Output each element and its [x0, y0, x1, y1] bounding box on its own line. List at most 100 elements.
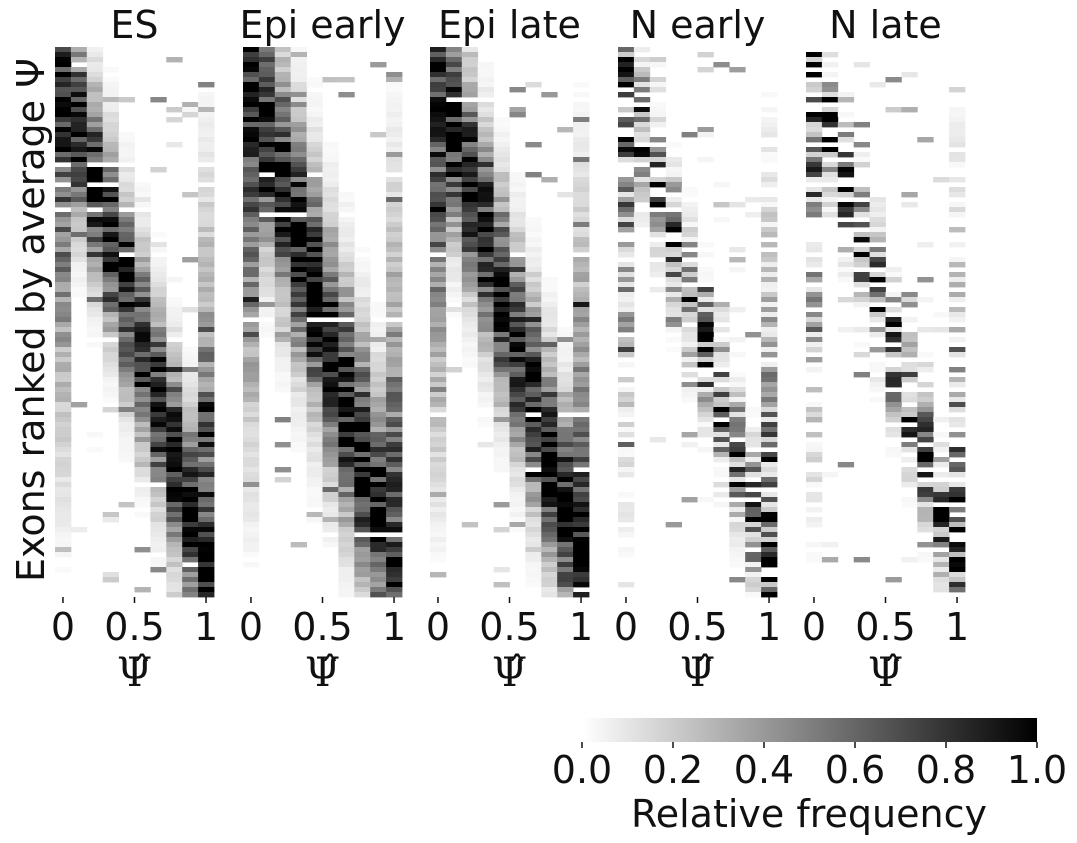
heatmap-cell	[55, 237, 72, 243]
heatmap-cell	[493, 312, 510, 318]
heatmap-cell	[243, 122, 260, 128]
heatmap-cell	[290, 112, 307, 118]
heatmap-cell	[354, 287, 371, 293]
heatmap-cell	[461, 147, 479, 153]
heatmap-cell	[869, 262, 886, 268]
heatmap-cell	[55, 77, 72, 83]
heatmap-cell	[198, 172, 215, 178]
heatmap-cell	[761, 242, 778, 248]
heatmap-cell	[493, 252, 510, 258]
heatmap-cell	[477, 417, 494, 423]
heatmap-cell	[322, 407, 339, 413]
heatmap-cell	[649, 252, 667, 258]
heatmap-cell	[386, 447, 403, 453]
heatmap-cell	[525, 332, 542, 338]
heatmap-cell	[258, 132, 276, 138]
heatmap-cell	[557, 487, 574, 493]
heatmap-cell	[573, 402, 590, 408]
panel-title: ES	[110, 3, 158, 47]
heatmap-cell	[182, 582, 199, 588]
heatmap-cell	[354, 502, 371, 508]
heatmap-cell	[274, 182, 292, 188]
heatmap-cell	[258, 302, 276, 308]
heatmap-cell	[306, 177, 323, 183]
heatmap-cell	[306, 202, 323, 208]
heatmap-cell	[243, 267, 260, 273]
heatmap-cell	[461, 297, 479, 303]
heatmap-cell	[430, 402, 447, 408]
heatmap-cell	[86, 432, 104, 438]
heatmap-cell	[493, 567, 510, 573]
heatmap-cell	[322, 197, 339, 203]
heatmap-cell	[182, 467, 199, 473]
heatmap-cell	[243, 362, 260, 368]
heatmap-cell	[370, 402, 387, 408]
heatmap-cell	[509, 412, 526, 418]
heatmap-cell	[713, 427, 730, 433]
heatmap-cell	[729, 407, 746, 413]
heatmap-cell	[430, 262, 447, 268]
heatmap-cell	[917, 422, 934, 428]
heatmap-cell	[525, 562, 542, 568]
heatmap-cell	[745, 482, 762, 488]
heatmap-cell	[243, 182, 260, 188]
heatmap-cell	[198, 522, 215, 528]
heatmap-cell	[713, 492, 730, 498]
heatmap-cell	[290, 542, 307, 548]
heatmap-cell	[306, 97, 323, 103]
heatmap-cell	[306, 207, 323, 213]
heatmap-cell	[166, 477, 183, 483]
heatmap-cell	[618, 582, 635, 588]
heatmap-cell	[573, 142, 590, 148]
heatmap-cell	[525, 452, 542, 458]
heatmap-cell	[649, 87, 667, 93]
heatmap-cell	[322, 462, 339, 468]
heatmap-cell	[258, 102, 276, 108]
heatmap-cell	[338, 352, 355, 358]
heatmap-cell	[118, 342, 135, 348]
heatmap-cell	[243, 342, 260, 348]
heatmap-cell	[386, 142, 403, 148]
heatmap-cell	[243, 172, 260, 178]
heatmap-cell	[869, 222, 886, 228]
heatmap-cell	[70, 52, 88, 58]
heatmap-cell	[430, 552, 447, 558]
heatmap-cell	[430, 417, 447, 423]
x-axis-label: Ψ̂	[680, 650, 715, 696]
heatmap-cell	[525, 547, 542, 553]
heatmap-cell	[386, 512, 403, 518]
heatmap-cell	[509, 187, 526, 193]
heatmap-cell	[806, 387, 823, 393]
heatmap-cell	[665, 247, 682, 253]
heatmap-cell	[354, 567, 371, 573]
heatmap-cell	[134, 257, 151, 263]
heatmap-cell	[618, 507, 635, 513]
heatmap-cell	[322, 442, 339, 448]
heatmap-cell	[86, 197, 104, 203]
heatmap-cell	[430, 52, 447, 58]
heatmap-cell	[338, 427, 355, 433]
heatmap-cell	[354, 357, 371, 363]
heatmap-cell	[322, 357, 339, 363]
heatmap-cell	[55, 242, 72, 248]
heatmap-cell	[55, 552, 72, 558]
heatmap-cell	[509, 462, 526, 468]
heatmap-cell	[86, 282, 104, 288]
heatmap-cell	[713, 407, 730, 413]
heatmap-cell	[102, 352, 119, 358]
heatmap-cell	[461, 72, 479, 78]
heatmap-cell	[198, 267, 215, 273]
heatmap-cell	[55, 202, 72, 208]
heatmap-cell	[573, 512, 590, 518]
heatmap-cell	[198, 217, 215, 223]
heatmap-cell	[166, 537, 183, 543]
heatmap-cell	[166, 277, 183, 283]
heatmap-cell	[837, 92, 855, 98]
heatmap-cell	[274, 277, 292, 283]
heatmap-cell	[306, 162, 323, 168]
heatmap-cell	[322, 302, 339, 308]
heatmap-cell	[243, 312, 260, 318]
heatmap-cell	[949, 142, 966, 148]
heatmap-cell	[370, 342, 387, 348]
heatmap-cell	[477, 197, 494, 203]
